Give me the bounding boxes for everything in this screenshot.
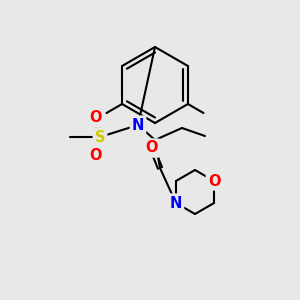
Text: O: O <box>208 173 220 188</box>
Text: O: O <box>146 140 158 155</box>
Text: O: O <box>90 110 102 125</box>
Text: O: O <box>90 148 102 163</box>
Text: N: N <box>132 118 144 133</box>
Text: N: N <box>170 196 182 211</box>
Text: S: S <box>95 130 105 145</box>
